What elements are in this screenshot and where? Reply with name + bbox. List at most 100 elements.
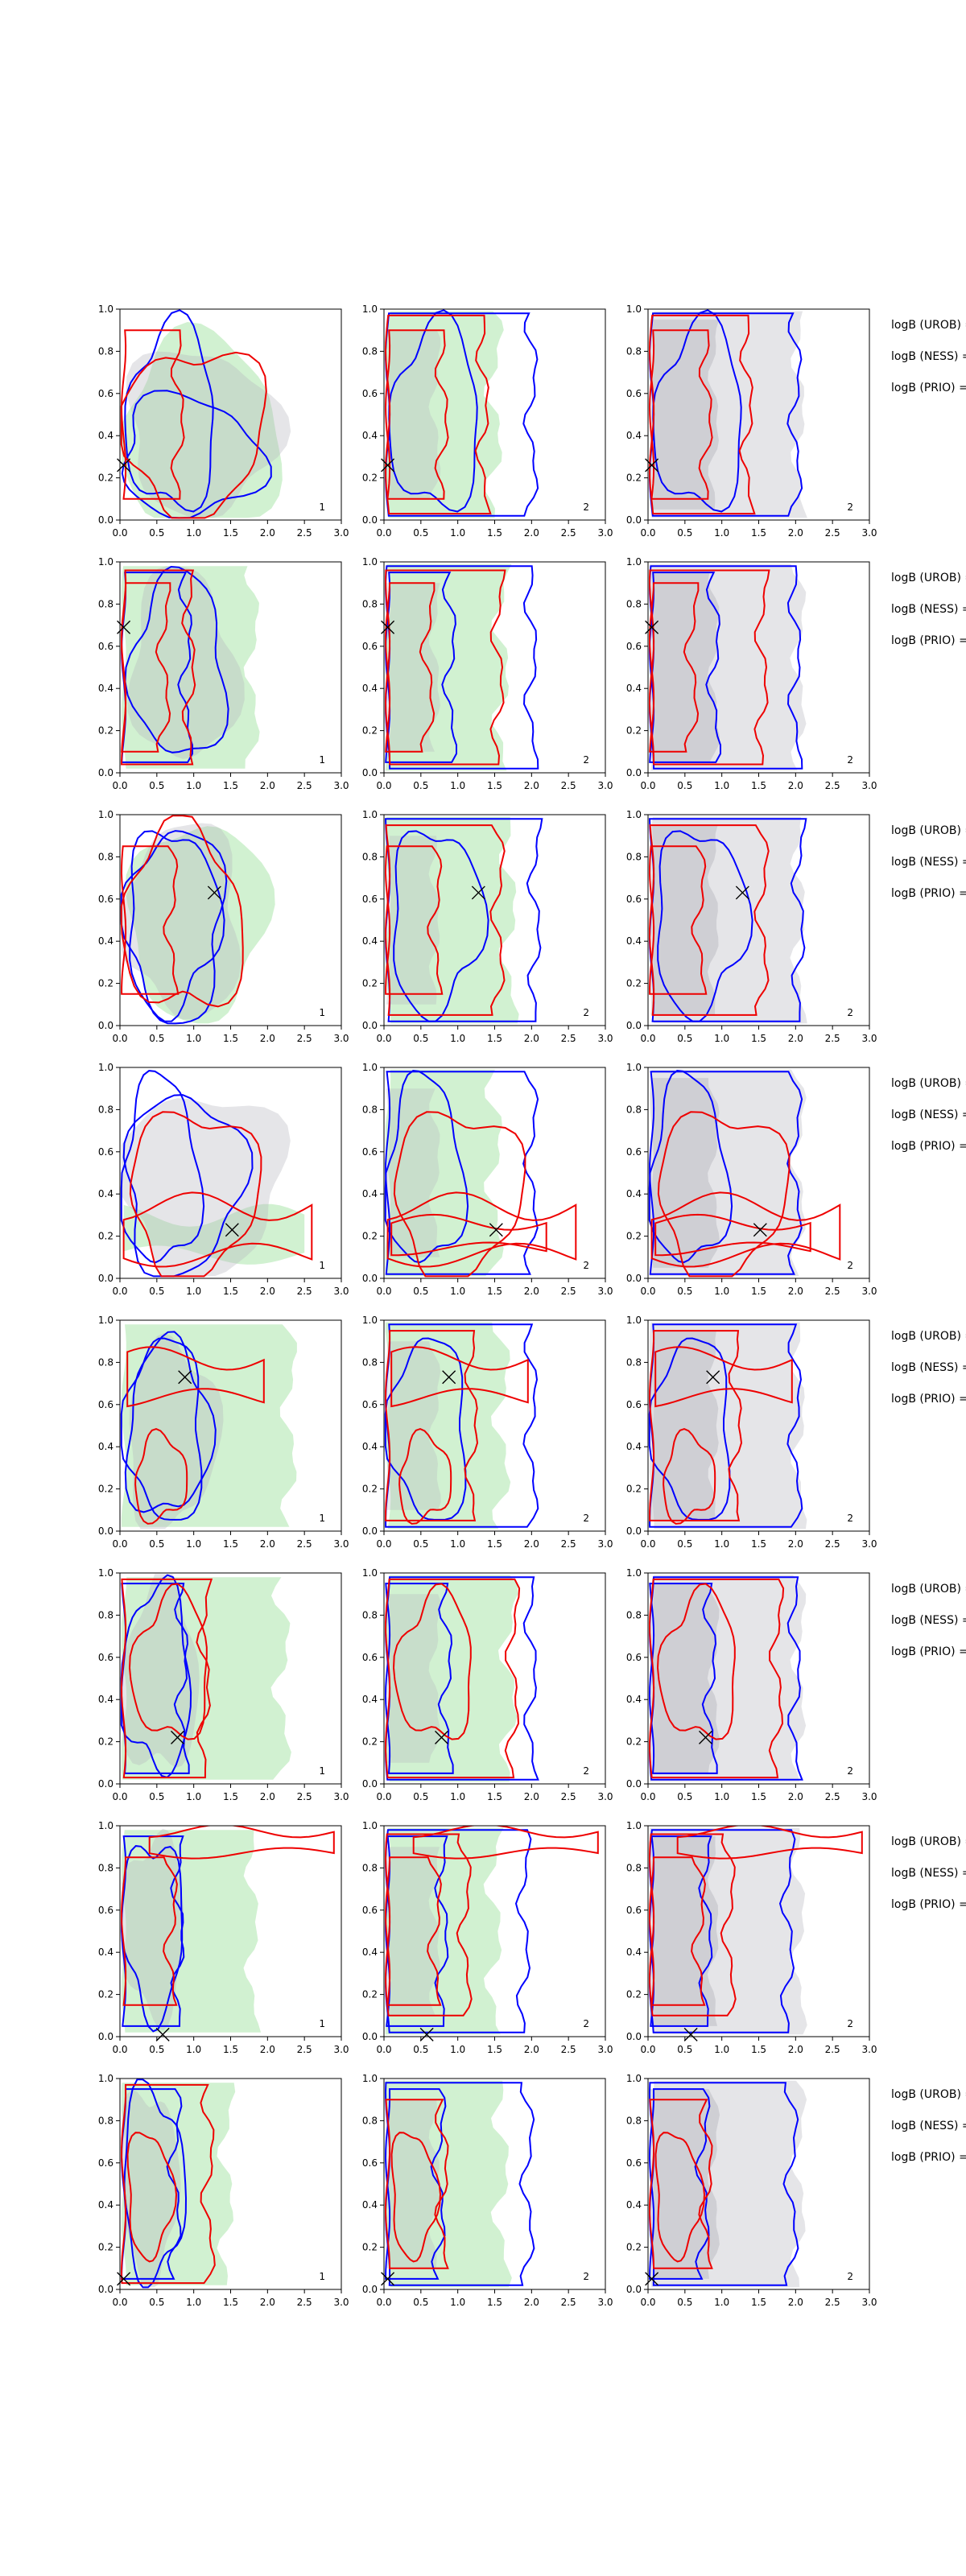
x-tick-label: 1.5 xyxy=(751,1033,766,1044)
red-contour-band xyxy=(386,1191,577,1268)
y-tick-label: 0.4 xyxy=(98,2199,114,2211)
x-tick-label: 1.0 xyxy=(450,780,465,791)
x-tick-label: 1.5 xyxy=(751,527,766,539)
red-contour-outer xyxy=(148,1826,335,1860)
x-tick-label: 1.0 xyxy=(714,2297,729,2308)
panel-number: 2 xyxy=(583,754,589,766)
grey-fill-region xyxy=(129,1332,224,1530)
y-tick-label: 0.2 xyxy=(362,1231,378,1242)
x-tick-label: 0.0 xyxy=(112,1791,127,1802)
panel-number: 1 xyxy=(319,1007,325,1018)
x-tick-label: 3.0 xyxy=(333,780,349,791)
y-tick-label: 1.0 xyxy=(626,556,642,568)
x-tick-label: 2.0 xyxy=(788,1286,803,1297)
x-tick-label: 0.0 xyxy=(640,2044,655,2055)
y-tick-label: 0.4 xyxy=(98,430,114,441)
grey-fill-region xyxy=(386,583,440,752)
x-tick-label: 2.0 xyxy=(524,2044,539,2055)
x-tick-label: 3.0 xyxy=(597,1033,613,1044)
y-tick-label: 1.0 xyxy=(626,809,642,820)
red-contour-inner xyxy=(663,1428,716,1525)
y-tick-label: 0.2 xyxy=(98,978,114,989)
x-tick-label: 0.5 xyxy=(149,2044,164,2055)
y-tick-label: 0.4 xyxy=(98,1694,114,1705)
grey-fill-region xyxy=(386,2099,440,2268)
y-tick-label: 0.0 xyxy=(98,1778,114,1790)
y-tick-label: 0.0 xyxy=(362,1778,378,1790)
y-tick-label: 0.0 xyxy=(626,1525,642,1537)
y-tick-label: 0.8 xyxy=(362,2115,378,2126)
x-tick-label: 1.5 xyxy=(487,780,502,791)
grey-fill-region xyxy=(386,330,441,499)
x-tick-label: 0.0 xyxy=(112,527,127,539)
red-contour-inner xyxy=(126,2132,178,2263)
y-tick-label: 0.8 xyxy=(98,1104,114,1115)
panel-r4-c1: 0.0 0.5 1.0 1.5 2.0 2.5 3.0 0.0 0.2 0.4 0.6 0.8 1.0 1 xyxy=(98,1062,349,1297)
panel-r4-c2: 0.0 0.5 1.0 1.5 2.0 2.5 3.0 0.0 0.2 0.4 0.6 0.8 1.0 2 xyxy=(362,1062,613,1297)
x-tick-label: 2.5 xyxy=(825,1538,840,1550)
blue-contour-inner xyxy=(384,2088,447,2280)
panel-r2-c2: 0.0 0.5 1.0 1.5 2.0 2.5 3.0 0.0 0.2 0.4 0.6 0.8 1.0 2 xyxy=(362,556,613,791)
red-contour-inner xyxy=(384,1856,442,2006)
y-tick-label: 0.6 xyxy=(626,1146,642,1158)
y-tick-label: 0.8 xyxy=(626,345,642,357)
y-tick-label: 0.0 xyxy=(362,514,378,526)
blue-contour-inner xyxy=(384,1583,454,1774)
red-contour-inner xyxy=(656,1583,736,1740)
y-tick-label: 0.0 xyxy=(362,1273,378,1284)
x-tick-label: 0.5 xyxy=(677,1538,692,1550)
x-tick-label: 3.0 xyxy=(861,2297,877,2308)
y-tick-label: 0.2 xyxy=(626,473,642,484)
x-tick-label: 3.0 xyxy=(861,1791,877,1802)
y-tick-label: 0.8 xyxy=(98,598,114,609)
red-contour-band xyxy=(654,1346,793,1408)
y-tick-label: 0.0 xyxy=(98,1273,114,1284)
x-tick-label: 0.5 xyxy=(413,1033,428,1044)
panel-number: 1 xyxy=(319,1765,325,1777)
x-tick-label: 3.0 xyxy=(861,527,877,539)
y-tick-label: 1.0 xyxy=(626,2073,642,2084)
y-tick-label: 0.6 xyxy=(362,1905,378,1916)
grey-fill-region xyxy=(650,2089,720,2279)
x-tick-label: 1.5 xyxy=(223,1286,238,1297)
y-tick-label: 0.6 xyxy=(98,1905,114,1916)
side-label: logB (PRIO) = xyxy=(891,2151,966,2164)
red-contour-inner xyxy=(120,329,185,500)
y-tick-label: 0.6 xyxy=(98,894,114,905)
x-tick-label: 3.0 xyxy=(333,2297,349,2308)
x-tick-label: 1.0 xyxy=(450,1538,465,1550)
grey-fill-region xyxy=(650,825,719,1015)
x-marker xyxy=(381,458,395,473)
x-tick-label: 3.0 xyxy=(333,1791,349,1802)
x-tick-label: 1.5 xyxy=(751,1538,766,1550)
y-tick-label: 0.6 xyxy=(626,1652,642,1663)
x-tick-label: 2.0 xyxy=(788,2297,803,2308)
x-tick-label: 1.0 xyxy=(714,1286,729,1297)
x-marker xyxy=(117,2272,131,2286)
red-contour-outer xyxy=(385,1330,479,1521)
y-tick-label: 0.2 xyxy=(626,1736,642,1748)
y-tick-label: 0.2 xyxy=(626,1231,642,1242)
x-tick-label: 0.5 xyxy=(413,1286,428,1297)
green-fill-region xyxy=(385,1827,504,2035)
panel-number: 2 xyxy=(583,2018,589,2029)
panel-r5-c1: 0.0 0.5 1.0 1.5 2.0 2.5 3.0 0.0 0.2 0.4 0.6 0.8 1.0 1 xyxy=(98,1315,349,1550)
x-tick-label: 2.5 xyxy=(297,780,312,791)
blue-contour-outer xyxy=(385,1071,539,1275)
y-tick-label: 0.6 xyxy=(362,2157,378,2169)
red-contour-outer xyxy=(120,1578,213,1779)
red-contour-outer xyxy=(649,824,770,1016)
red-contour-inner xyxy=(648,582,700,753)
side-label: logB (UROB) = xyxy=(891,572,966,584)
grey-fill-region xyxy=(649,564,807,771)
y-tick-label: 0.2 xyxy=(362,978,378,989)
x-tick-label: 0.5 xyxy=(677,1033,692,1044)
panel-number: 1 xyxy=(319,754,325,766)
y-tick-label: 1.0 xyxy=(98,303,114,315)
x-tick-label: 2.0 xyxy=(260,1033,275,1044)
y-tick-label: 1.0 xyxy=(362,809,378,820)
y-tick-label: 0.4 xyxy=(626,2199,642,2211)
y-tick-label: 0.2 xyxy=(362,725,378,737)
x-tick-label: 1.5 xyxy=(751,1791,766,1802)
y-tick-label: 0.6 xyxy=(98,1399,114,1410)
